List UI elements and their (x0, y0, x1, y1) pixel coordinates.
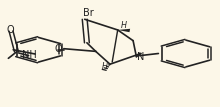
Text: H: H (101, 62, 108, 71)
Text: NH: NH (22, 50, 37, 60)
Text: H: H (121, 21, 127, 30)
Text: O: O (55, 44, 62, 54)
Text: N: N (138, 52, 145, 62)
Text: Br: Br (82, 8, 93, 18)
Text: O: O (6, 25, 14, 35)
Polygon shape (118, 29, 130, 32)
